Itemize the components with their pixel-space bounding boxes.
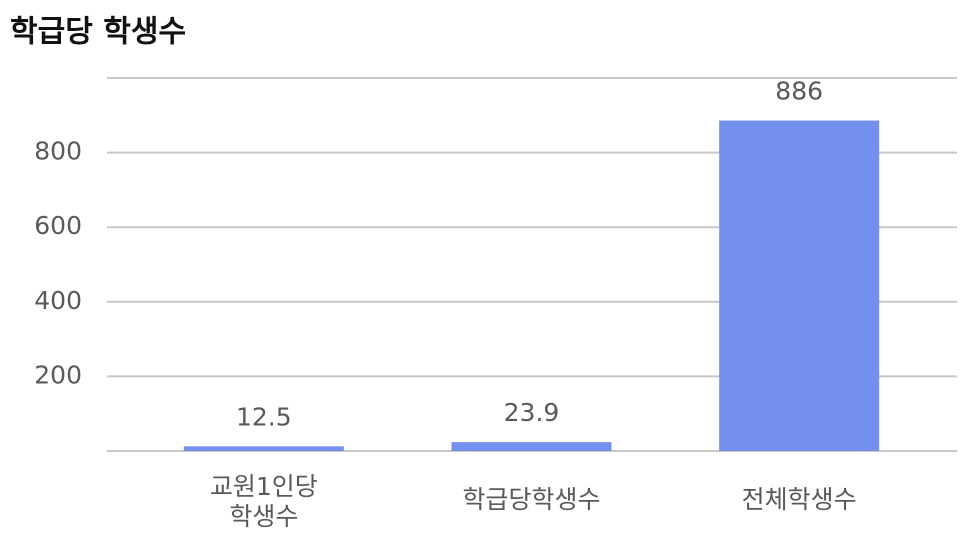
x-tick-label: 전체학생수: [742, 485, 857, 514]
y-tick-label: 800: [34, 137, 82, 166]
y-tick-label: 200: [34, 360, 82, 389]
y-tick-label: 400: [34, 286, 82, 315]
y-tick-label: 600: [34, 211, 82, 240]
bar: [719, 120, 880, 451]
value-label: 12.5: [236, 402, 292, 431]
x-tick-label: 학급당학생수: [462, 485, 600, 514]
x-tick-label: 교원1인당 학생수: [210, 472, 318, 531]
bar: [183, 446, 344, 451]
value-label: 886: [775, 77, 823, 106]
bar: [451, 442, 612, 451]
chart-title: 학급당 학생수: [10, 15, 186, 50]
value-label: 23.9: [504, 398, 560, 427]
